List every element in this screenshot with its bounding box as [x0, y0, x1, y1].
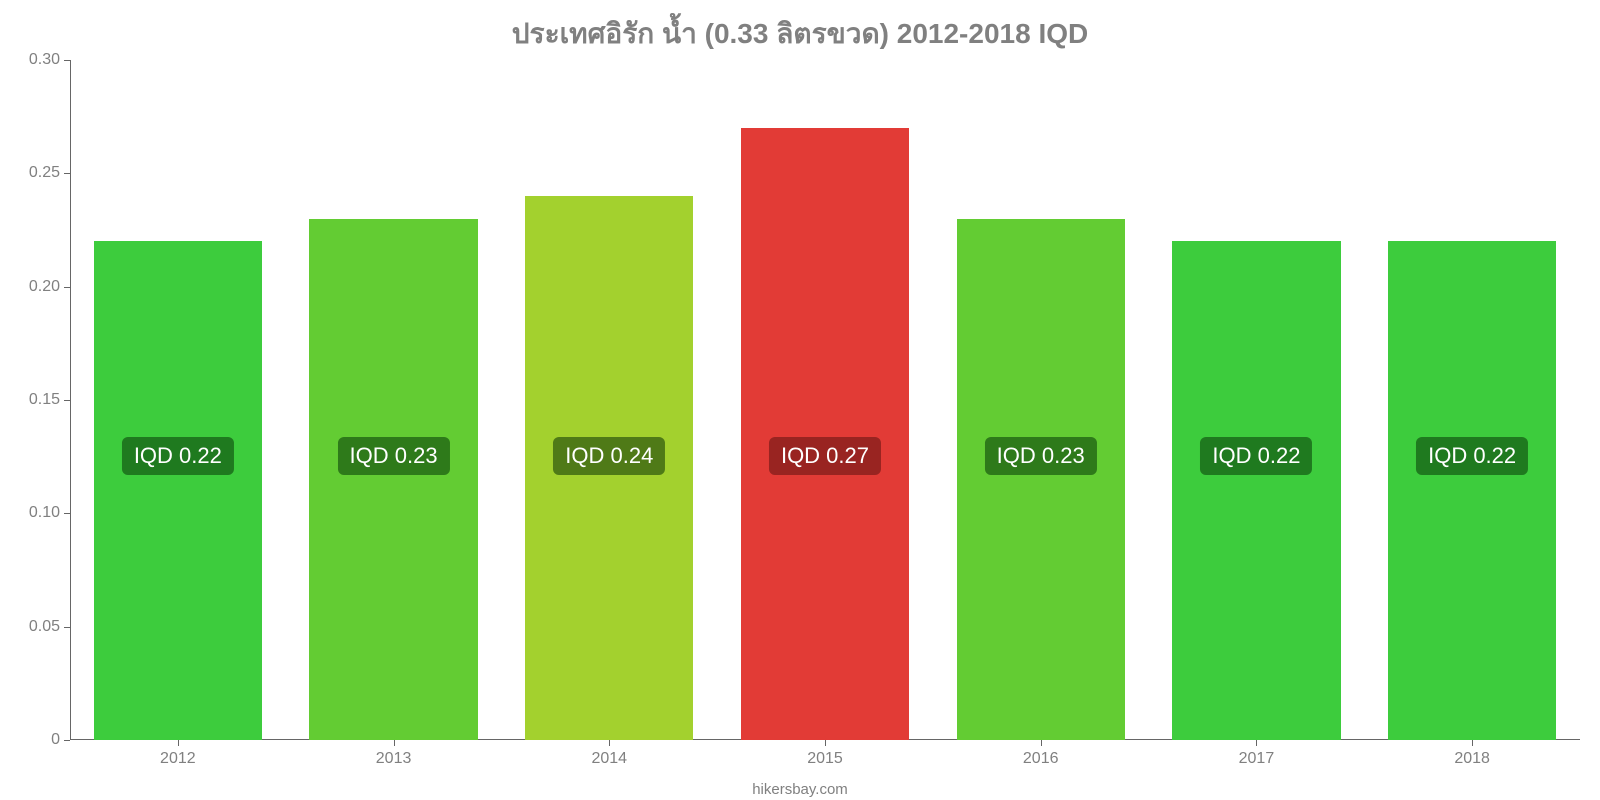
- ytick-label: 0.20: [29, 278, 70, 296]
- xtick-label: 2013: [376, 740, 412, 768]
- xtick-label: 2016: [1023, 740, 1059, 768]
- xtick-label: 2015: [807, 740, 843, 768]
- bar-value-label: IQD 0.23: [985, 437, 1097, 475]
- chart-footer: hikersbay.com: [0, 781, 1600, 798]
- plot-area: 00.050.100.150.200.250.302012IQD 0.22201…: [70, 60, 1580, 740]
- bar: IQD 0.22: [94, 241, 262, 740]
- xtick-label: 2012: [160, 740, 196, 768]
- chart-title: ประเทศอิรัก น้ำ (0.33 ลิตรขวด) 2012-2018…: [0, 12, 1600, 56]
- ytick-label: 0.25: [29, 164, 70, 182]
- ytick-label: 0.30: [29, 51, 70, 69]
- bar-value-label: IQD 0.27: [769, 437, 881, 475]
- bar-value-label: IQD 0.23: [338, 437, 450, 475]
- ytick-label: 0: [51, 731, 70, 749]
- bar-value-label: IQD 0.22: [122, 437, 234, 475]
- chart-container: ประเทศอิรัก น้ำ (0.33 ลิตรขวด) 2012-2018…: [0, 0, 1600, 800]
- bar: IQD 0.23: [957, 219, 1125, 740]
- bar-value-label: IQD 0.24: [553, 437, 665, 475]
- bar: IQD 0.23: [309, 219, 477, 740]
- bar-value-label: IQD 0.22: [1416, 437, 1528, 475]
- bar: IQD 0.27: [741, 128, 909, 740]
- ytick-label: 0.10: [29, 504, 70, 522]
- xtick-label: 2018: [1454, 740, 1490, 768]
- bar-value-label: IQD 0.22: [1200, 437, 1312, 475]
- bar: IQD 0.24: [525, 196, 693, 740]
- xtick-label: 2014: [591, 740, 627, 768]
- ytick-label: 0.15: [29, 391, 70, 409]
- y-axis: [70, 60, 71, 740]
- xtick-label: 2017: [1239, 740, 1275, 768]
- ytick-label: 0.05: [29, 618, 70, 636]
- bar: IQD 0.22: [1388, 241, 1556, 740]
- bar: IQD 0.22: [1172, 241, 1340, 740]
